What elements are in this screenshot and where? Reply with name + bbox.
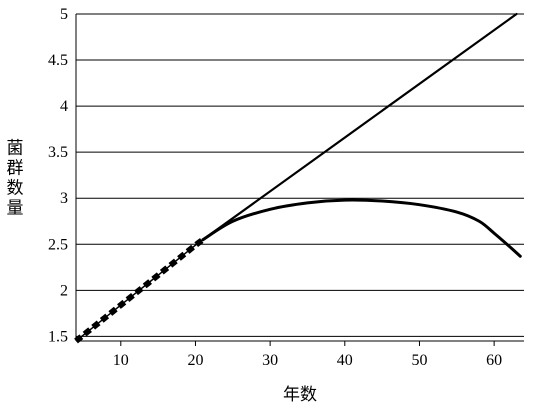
y-axis-title-char: 数 [7, 179, 24, 199]
axes [75, 14, 524, 346]
y-tick-label: 2.5 [48, 236, 68, 253]
series [74, 12, 522, 344]
x-tick-label: 30 [262, 352, 278, 369]
x-tick-label: 40 [337, 352, 353, 369]
series-1 [201, 12, 518, 241]
y-axis-title-char: 菌 [7, 139, 24, 159]
x-tick-label: 60 [486, 352, 502, 369]
y-tick-label: 4 [60, 98, 68, 115]
tick-labels: 1.5 2 2.5 3 3.5 4 4.5 5 10 20 30 40 50 60 [48, 6, 502, 369]
series-line [201, 198, 522, 258]
x-tick-label: 50 [411, 352, 427, 369]
series-line-dashes [74, 237, 205, 344]
y-axis-title-char: 群 [7, 159, 24, 179]
x-tick-label: 10 [113, 352, 129, 369]
y-tick-label: 3.5 [48, 144, 68, 161]
x-axis-title: 年数 [283, 385, 317, 405]
series-0 [74, 237, 205, 344]
y-tick-label: 2 [60, 282, 68, 299]
y-tick-label: 3 [60, 190, 68, 207]
grid-lines [76, 13, 524, 337]
x-tick-label: 20 [187, 352, 203, 369]
series-line [201, 12, 518, 241]
y-tick-label: 5 [60, 6, 68, 23]
series-2 [201, 198, 522, 258]
y-tick-label: 1.5 [48, 328, 68, 345]
y-tick-label: 4.5 [48, 52, 68, 69]
y-axis-title-char: 量 [7, 199, 24, 219]
